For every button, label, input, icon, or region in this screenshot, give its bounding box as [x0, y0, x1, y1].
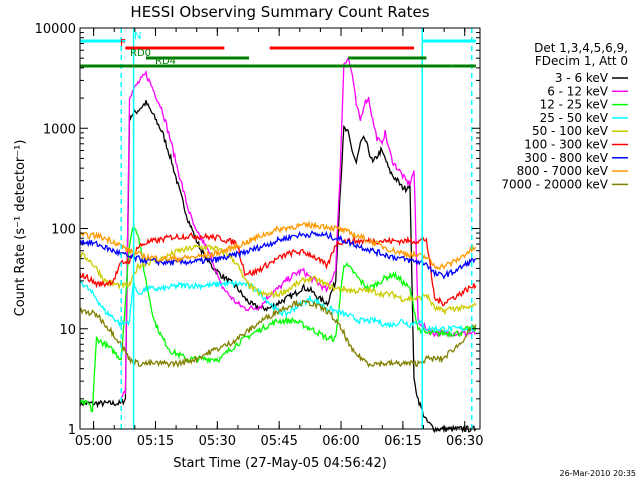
series-layer	[79, 57, 477, 434]
legend-label-7000-20000-kev: 7000 - 20000 keV	[501, 177, 608, 191]
legend-label-12-25-kev: 12 - 25 keV	[540, 98, 609, 112]
series-line-6-12-kev	[121, 57, 477, 398]
x-tick-label: 06:15	[384, 434, 421, 449]
timestamp: 26-Mar-2010 20:35	[560, 469, 637, 478]
legend-label-3-6-kev: 3 - 6 keV	[555, 71, 609, 85]
y-tick-label: 1	[68, 423, 76, 438]
series-line-7000-20000-kev	[79, 299, 477, 369]
x-tick-label: 05:15	[137, 434, 174, 449]
marker-layer	[120, 28, 473, 429]
series-line-800-7000-kev	[79, 220, 477, 271]
y-tick-label: 100	[51, 223, 76, 238]
flag-label-f: F	[120, 38, 126, 49]
series-line-300-800-kev	[79, 230, 477, 280]
series-line-12-25-kev	[79, 224, 477, 413]
flag-label-rd0: RD0	[130, 48, 151, 59]
x-tick-label: 06:00	[322, 434, 359, 449]
legend-label-25-50-kev: 25 - 50 keV	[540, 111, 609, 125]
series-line-100-300-kev	[79, 231, 477, 307]
plot-frame	[79, 27, 481, 430]
legend-label-6-12-kev: 6 - 12 keV	[547, 84, 609, 98]
legend-label-50-100-kev: 50 - 100 keV	[532, 124, 609, 138]
series-line-25-50-kev	[79, 277, 477, 334]
legend-header-line-2: FDecim 1, Att 0	[535, 54, 628, 68]
legend-label-800-7000-kev: 800 - 7000 keV	[517, 164, 609, 178]
flag-label-rd4: RD4	[155, 56, 176, 67]
axis-layer: 05:00 05:15 05:30 05:45 06:00 06:15 06:30 1 10 10…	[35, 22, 484, 449]
legend-header-line-1: Det 1,3,4,5,6,9,	[534, 41, 628, 55]
legend-label-300-800-kev: 300 - 800 keV	[524, 151, 608, 165]
x-tick-label: 05:30	[199, 434, 236, 449]
x-tick-label: 06:30	[446, 434, 483, 449]
legend: Det 1,3,4,5,6,9, FDecim 1, Att 0 3 - 6 k…	[501, 41, 628, 191]
x-axis-label: Start Time (27-May-05 04:56:42)	[173, 456, 387, 471]
flag-layer: NF RD0 RD4	[80, 31, 476, 68]
legend-label-100-300-kev: 100 - 300 keV	[524, 138, 608, 152]
y-tick-label: 10000	[35, 22, 76, 37]
y-tick-label: 1000	[43, 122, 76, 137]
y-axis-label: Count Rate (s⁻¹ detector⁻¹)	[13, 140, 28, 317]
y-tick-label: 10	[59, 323, 76, 338]
x-tick-label: 05:00	[75, 434, 112, 449]
flag-label-n: N	[134, 31, 141, 42]
chart-title: HESSI Observing Summary Count Rates	[130, 3, 429, 21]
x-tick-label: 05:45	[260, 434, 297, 449]
